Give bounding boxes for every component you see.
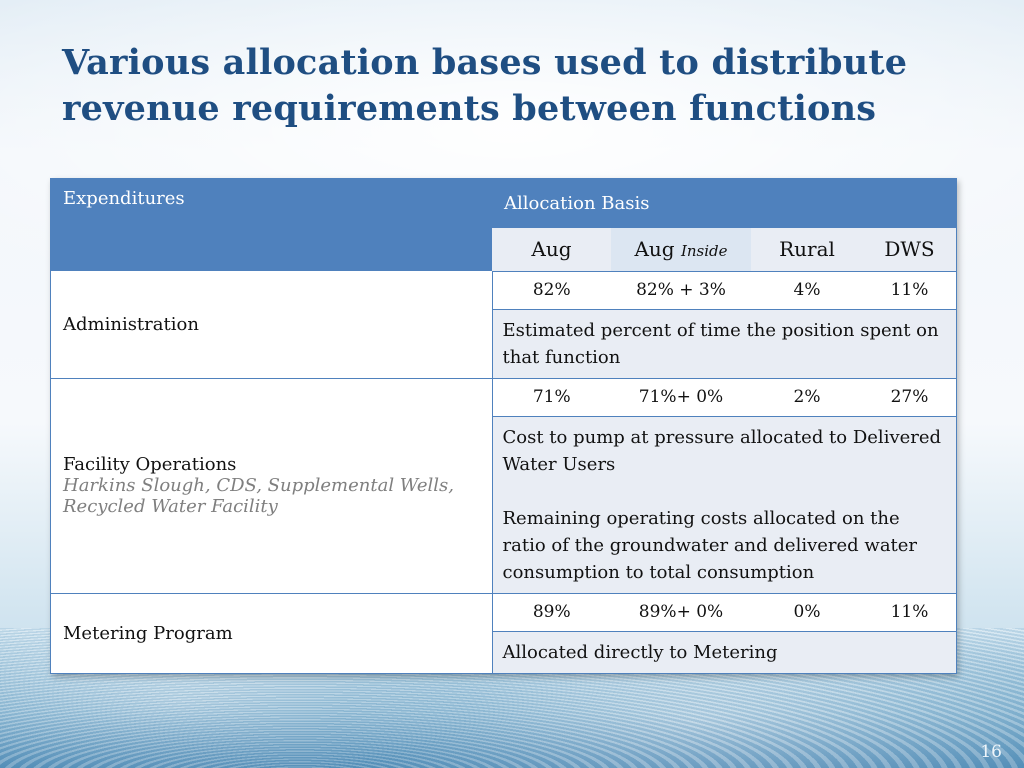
cell-aug-inside: 82% + 3% [611, 271, 751, 310]
cell-aug-inside: 89%+ 0% [611, 593, 751, 632]
page-number: 16 [980, 742, 1002, 762]
cell-dws: 27% [863, 378, 957, 417]
cell-aug-inside: 71%+ 0% [611, 378, 751, 417]
cell-dws: 11% [863, 271, 957, 310]
row-name: Metering Program [63, 622, 233, 644]
header-allocation-basis: Allocation Basis [492, 178, 957, 228]
col-dws: DWS [863, 227, 957, 272]
cell-aug: 89% [492, 593, 611, 632]
col-aug-inside-suffix: Inside [680, 242, 728, 260]
header-expenditures: Expenditures [50, 178, 492, 271]
table-row-description: Estimated percent of time the position s… [51, 309, 957, 379]
row-description: Estimated percent of time the position s… [492, 309, 957, 379]
table-row-description: Allocated directly to Metering [51, 631, 957, 674]
row-label-metering-program: Metering Program [50, 593, 493, 674]
col-aug: Aug [492, 227, 611, 272]
col-aug-inside: Aug Inside [611, 227, 751, 272]
col-rural: Rural [751, 227, 863, 272]
slide-title: Various allocation bases used to distrib… [62, 42, 908, 129]
row-name: Facility Operations [63, 454, 237, 475]
description-part-1: Cost to pump at pressure allocated to De… [502, 426, 942, 475]
subheader-row: Aug Aug Inside Rural DWS [51, 227, 957, 272]
row-description: Allocated directly to Metering [492, 631, 957, 674]
allocation-table: Expenditures Allocation Basis Aug Aug In… [50, 178, 957, 674]
col-aug-inside-main: Aug [634, 237, 675, 261]
cell-dws: 11% [863, 593, 957, 632]
table-row: Facility Operations Harkins Slough, CDS,… [50, 378, 957, 594]
table-row: Metering Program 89% 89%+ 0% 0% 11% [50, 593, 957, 674]
cell-rural: 4% [751, 271, 863, 310]
cell-rural: 2% [751, 378, 863, 417]
cell-aug: 71% [492, 378, 611, 417]
header-row: Expenditures Allocation Basis [50, 178, 957, 271]
cell-aug: 82% [492, 271, 611, 310]
row-description: Cost to pump at pressure allocated to De… [492, 416, 957, 594]
table-row-description: Cost to pump at pressure allocated to De… [51, 416, 957, 594]
row-name: Administration [63, 313, 199, 335]
row-label-facility-operations: Facility Operations Harkins Slough, CDS,… [50, 378, 493, 594]
cell-rural: 0% [751, 593, 863, 632]
table-row: Administration 82% 82% + 3% 4% 11% [50, 271, 957, 379]
description-part-2: Remaining operating costs allocated on t… [502, 507, 918, 583]
row-subtitle: Harkins Slough, CDS, Supplemental Wells,… [63, 475, 454, 517]
row-label-administration: Administration [50, 271, 493, 379]
